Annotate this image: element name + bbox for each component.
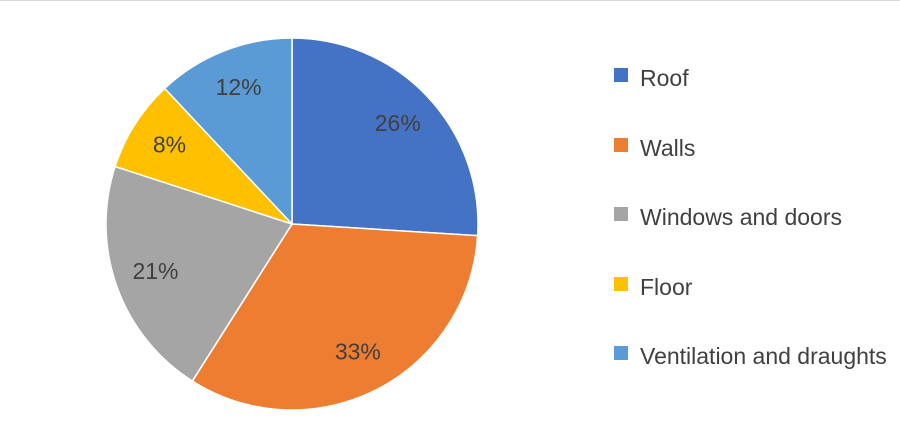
data-label: 33% (335, 338, 381, 364)
legend-swatch (614, 276, 628, 291)
legend-item: Floor (614, 270, 890, 304)
legend-label: Walls (640, 134, 696, 161)
legend-item: Ventilation and draughts (614, 339, 890, 373)
data-label: 12% (216, 74, 262, 100)
legend-swatch (614, 207, 628, 221)
data-label: 8% (153, 131, 186, 157)
data-label: 21% (132, 258, 178, 284)
legend-label: Floor (640, 273, 693, 300)
pie-slice (114, 87, 293, 225)
legend-label: Windows and doors (640, 204, 842, 230)
legend-label: Ventilation and draughts (640, 343, 887, 369)
pie-slice (163, 37, 293, 226)
data-label: 26% (375, 110, 421, 136)
pie-slice (191, 223, 479, 411)
pie-slice (105, 165, 294, 383)
legend-item: Walls (614, 131, 890, 165)
legend-swatch (614, 137, 628, 152)
legend-swatch (614, 346, 628, 360)
legend-item: Roof (614, 61, 890, 95)
pie-slice (291, 37, 479, 237)
legend-item: Windows and doors (614, 200, 890, 234)
legend-label: Roof (640, 65, 689, 91)
legend-swatch (614, 68, 628, 82)
